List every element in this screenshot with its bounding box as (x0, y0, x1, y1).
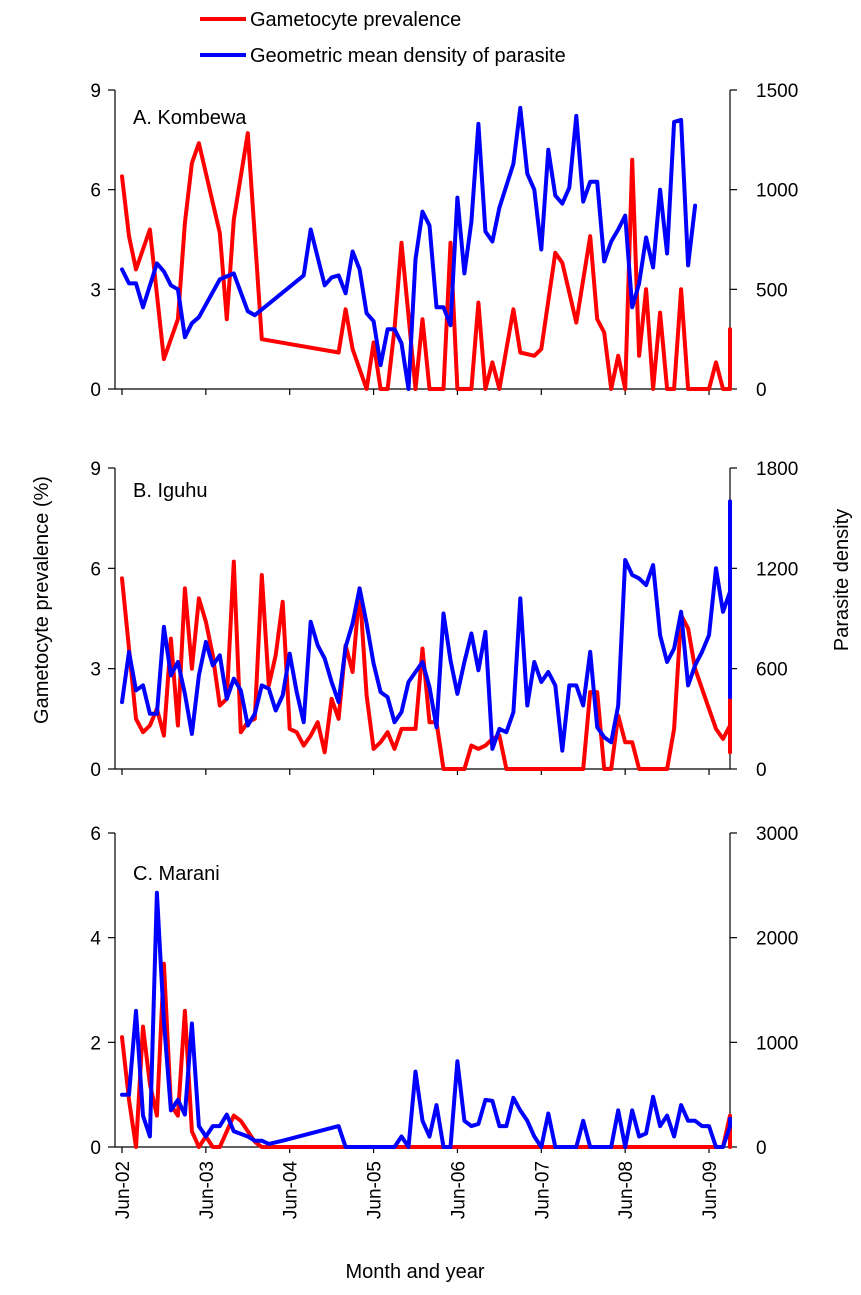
panel-c-right-tick-label: 3000 (756, 824, 798, 845)
legend-label-prevalence: Gametocyte prevalence (250, 9, 461, 31)
panel-c-left-tick-label: 4 (90, 929, 101, 950)
panel-c-right-tick-label: 2000 (756, 929, 798, 950)
panel-a-left-tick-label: 0 (90, 380, 101, 401)
panel-c-title: C. Marani (133, 863, 220, 885)
panel-a-right-tick-label: 1000 (756, 181, 798, 202)
x-tick-label: Jun-03 (197, 1161, 218, 1219)
panel-a-left-tick-label: 6 (90, 181, 101, 202)
panel-c: C. Marani 0 2 4 6 0 1000 2000 3000 (90, 824, 798, 1159)
panel-b-left-tick-label: 3 (90, 660, 101, 681)
panel-c-right-tick-label: 1000 (756, 1033, 798, 1054)
panel-c-left-tick-label: 2 (90, 1033, 101, 1054)
x-tick-label: Jun-06 (448, 1161, 469, 1219)
panel-b-left-tick-label: 0 (90, 760, 101, 781)
x-tick-label: Jun-08 (616, 1161, 637, 1219)
panel-a: A. Kombewa 0 3 6 9 0 500 1000 1500 (90, 81, 798, 401)
panel-b: B. Iguhu 0 3 6 9 0 600 1200 1800 (90, 459, 798, 781)
panel-b-right-tick-label: 600 (756, 660, 788, 681)
panel-a-left-tick-label: 3 (90, 280, 101, 301)
panel-b-right-tick-label: 0 (756, 760, 767, 781)
panel-b-right-tick-label: 1800 (756, 459, 798, 480)
panel-a-left-tick-label: 9 (90, 81, 101, 102)
x-tick-label: Jun-09 (700, 1161, 721, 1219)
legend: Gametocyte prevalence Geometric mean den… (200, 9, 566, 67)
panel-c-left-tick-label: 6 (90, 824, 101, 845)
x-axis-title: Month and year (346, 1261, 485, 1283)
x-tick-label: Jun-07 (532, 1161, 553, 1219)
panel-a-title: A. Kombewa (133, 107, 247, 129)
panel-b-series-prevalence-line (120, 559, 732, 771)
panel-a-right-tick-label: 500 (756, 280, 788, 301)
panel-a-right-tick-label: 0 (756, 380, 767, 401)
panel-c-right-tick-label: 0 (756, 1138, 767, 1159)
panel-b-title: B. Iguhu (133, 480, 208, 502)
panel-b-series-density-line (120, 499, 732, 753)
panel-a-series-density-line (120, 105, 698, 391)
panel-a-series-prevalence-line (120, 131, 732, 391)
panel-b-right-tick-label: 1200 (756, 559, 798, 580)
x-tick-label: Jun-02 (113, 1161, 134, 1219)
y-axis-title-left: Gametocyte prevalence (%) (31, 476, 53, 724)
x-tick-label: Jun-04 (281, 1161, 302, 1220)
panel-c-series-density-line (120, 890, 732, 1149)
panel-b-left-tick-label: 6 (90, 559, 101, 580)
legend-label-density: Geometric mean density of parasite (250, 45, 566, 67)
panel-b-left-tick-label: 9 (90, 459, 101, 480)
x-tick-label: Jun-05 (365, 1161, 386, 1219)
panel-c-series-prevalence-line (120, 961, 732, 1149)
panel-a-right-tick-label: 1500 (756, 81, 798, 102)
y-axis-title-right: Parasite density (831, 509, 853, 651)
panel-c-left-tick-label: 0 (90, 1138, 101, 1159)
x-tick-labels: Jun-02 Jun-03 Jun-04 Jun-05 Jun-06 Jun-07 Jun-… (113, 1161, 721, 1220)
